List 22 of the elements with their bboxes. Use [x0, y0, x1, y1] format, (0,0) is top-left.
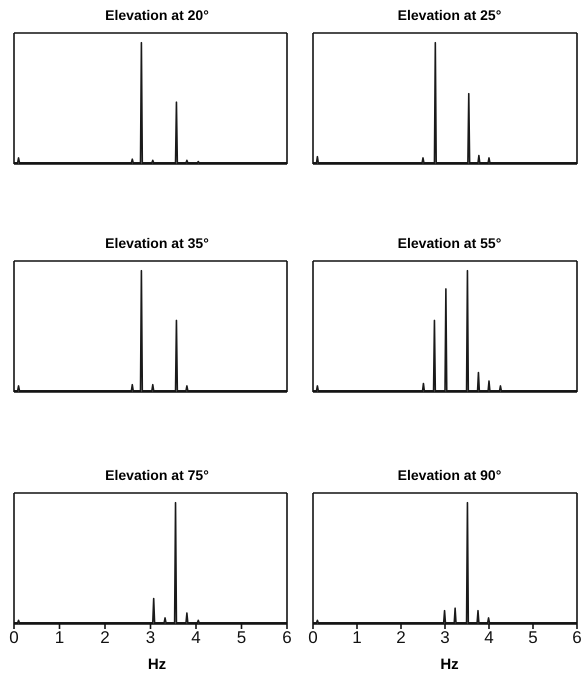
chart-title: Elevation at 20° — [104, 6, 210, 25]
x-tick-label: 4 — [484, 628, 494, 648]
x-tick-label: 6 — [282, 628, 292, 648]
chart-title: Elevation at 35° — [104, 234, 210, 253]
chart-title: Elevation at 55° — [396, 234, 502, 253]
chart-title: Elevation at 25° — [396, 6, 502, 25]
x-tick-label: 6 — [572, 628, 582, 648]
x-tick-label: 3 — [146, 628, 156, 648]
x-tick-label: 0 — [308, 628, 318, 648]
x-tick-label: 5 — [528, 628, 538, 648]
x-tick-label: 3 — [440, 628, 450, 648]
x-axis-title: Hz — [146, 656, 168, 673]
x-tick-label: 4 — [191, 628, 201, 648]
x-tick-label: 0 — [9, 628, 19, 648]
x-tick-label: 5 — [236, 628, 246, 648]
x-tick-label: 1 — [352, 628, 362, 648]
chart-title: Elevation at 90° — [396, 466, 502, 485]
chart-title: Elevation at 75° — [104, 466, 210, 485]
x-tick-label: 1 — [54, 628, 64, 648]
x-tick-label: 2 — [396, 628, 406, 648]
x-axis-title: Hz — [439, 656, 460, 673]
x-tick-label: 2 — [100, 628, 110, 648]
